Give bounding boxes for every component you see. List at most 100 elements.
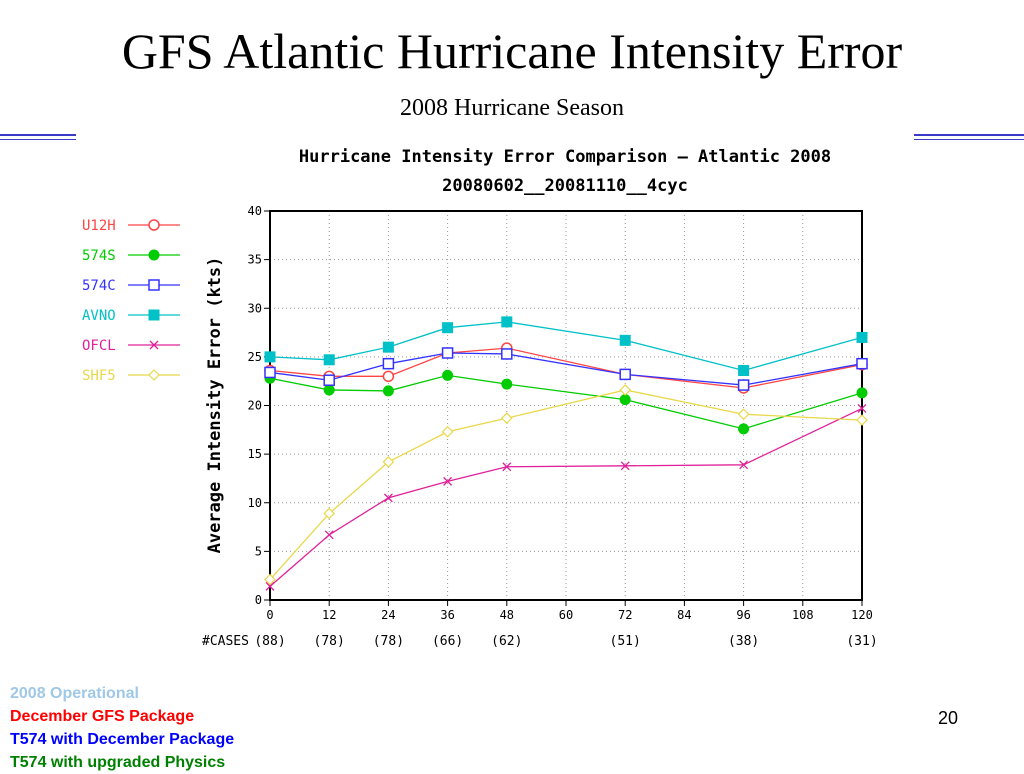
data-point-shf5	[264, 573, 276, 586]
legend-marker-574s	[148, 249, 160, 261]
data-point-shf5	[323, 507, 336, 520]
x-tick-label: 96	[736, 608, 750, 622]
data-point-shf5	[382, 456, 395, 468]
data-point-avno	[323, 354, 335, 366]
x-tick-label: 84	[677, 608, 691, 622]
legend-label-ofcl: OFCL	[82, 338, 116, 354]
y-tick-label: 20	[248, 399, 262, 413]
x-tick-label: 48	[500, 608, 514, 622]
footer-notes: 2008 Operational December GFS Package T5…	[10, 682, 234, 774]
series-line-shf5	[269, 389, 863, 581]
data-point-574s	[323, 384, 335, 396]
cases-row: (88) (78) (78) (66) (62) (51) (38) (31)	[254, 634, 877, 649]
data-point-574c	[264, 366, 276, 379]
data-point-avno	[619, 334, 631, 346]
y-tick-label: 0	[255, 593, 262, 607]
data-point-574s	[738, 423, 750, 435]
data-point-ofcl	[739, 460, 749, 470]
legend-label-574c: 574C	[82, 278, 116, 294]
footer-note-december-package: December GFS Package	[10, 708, 195, 725]
data-point-ofcl	[383, 493, 393, 503]
y-tick-label: 30	[248, 301, 262, 315]
data-point-574c	[501, 348, 513, 360]
legend-marker-574c	[148, 279, 160, 291]
legend-label-u12h: U12H	[82, 218, 116, 234]
data-point-574c	[737, 379, 750, 391]
right-rule-top	[914, 134, 1024, 136]
y-axis-label: Average Intensity Error (kts)	[205, 257, 225, 554]
y-tick-label: 10	[248, 496, 262, 510]
data-point-ofcl	[443, 476, 453, 486]
data-point-574s	[501, 378, 513, 390]
y-tick-label: 40	[248, 204, 262, 218]
y-tick-label: 25	[248, 350, 262, 364]
data-point-574s	[442, 369, 454, 381]
case-count: (88)	[254, 634, 285, 649]
data-point-574c	[856, 357, 868, 370]
legend-label-avno: AVNO	[82, 308, 116, 324]
series-shf5	[264, 384, 868, 586]
footer-note-t574-physics: T574 with upgraded Physics	[10, 754, 226, 771]
legend-label-shf5: SHF5	[82, 368, 116, 384]
data-point-shf5	[619, 384, 632, 396]
data-point-avno	[738, 364, 750, 376]
data-point-ofcl	[857, 403, 867, 413]
legend-marker-shf5	[148, 369, 160, 381]
data-point-avno	[442, 322, 454, 334]
data-point-ofcl	[620, 461, 630, 471]
legend: U12H 574S 574C AVNO OFCL SHF5	[82, 218, 180, 384]
data-point-ofcl	[502, 462, 512, 472]
data-point-574c	[382, 357, 395, 370]
data-point-shf5	[856, 414, 868, 426]
case-count: (62)	[491, 634, 522, 649]
series-line-avno	[269, 321, 863, 372]
case-count: (31)	[846, 634, 877, 649]
series-u12h	[264, 342, 868, 394]
chart-subtitle: 20080602__20081110__4cyc	[442, 176, 688, 196]
footer-note-t574-december: T574 with December Package	[10, 731, 235, 748]
slide-title: GFS Atlantic Hurricane Intensity Error	[121, 23, 903, 79]
page-number: 20	[938, 708, 959, 728]
data-point-574c	[619, 368, 631, 381]
case-count: (78)	[373, 634, 404, 649]
y-tick-label: 35	[248, 253, 262, 267]
data-point-avno	[856, 331, 868, 343]
legend-label-574s: 574S	[82, 248, 116, 264]
slide-subtitle: 2008 Hurricane Season	[400, 95, 624, 121]
case-count: (66)	[432, 634, 463, 649]
series-574c	[264, 347, 868, 391]
data-point-shf5	[500, 412, 513, 424]
grid-layer	[270, 211, 862, 600]
left-rule-top	[0, 134, 76, 136]
data-point-u12h	[382, 370, 395, 383]
data-point-avno	[264, 351, 276, 363]
series-574s	[264, 369, 868, 435]
chart-title: Hurricane Intensity Error Comparison — A…	[299, 147, 831, 167]
data-point-shf5	[737, 408, 750, 421]
cases-label: #CASES	[202, 634, 249, 649]
data-point-574s	[382, 385, 394, 397]
footer-note-operational: 2008 Operational	[10, 685, 139, 702]
data-point-574c	[323, 374, 335, 386]
x-tick-label: 0	[266, 608, 273, 622]
case-count: (51)	[610, 634, 641, 649]
series-line-574c	[269, 352, 863, 386]
x-tick-label: 36	[440, 608, 454, 622]
y-tick-label: 15	[248, 447, 262, 461]
data-point-avno	[501, 316, 513, 328]
series-line-u12h	[269, 347, 863, 389]
case-count: (78)	[314, 634, 345, 649]
legend-marker-avno	[148, 309, 160, 321]
x-tick-label: 108	[792, 608, 814, 622]
series-line-574s	[269, 374, 863, 430]
tick-layer: 0 5 10 15 20 25 30 35 40 0 12 24 36 48 60 72 84 96 108 120	[248, 204, 873, 622]
right-rule-bottom	[914, 139, 1024, 140]
series-line-ofcl	[269, 407, 863, 587]
data-point-avno	[382, 341, 394, 353]
x-tick-label: 72	[618, 608, 632, 622]
case-count: (38)	[728, 634, 759, 649]
series-avno	[264, 316, 868, 376]
series-ofcl	[265, 403, 867, 591]
